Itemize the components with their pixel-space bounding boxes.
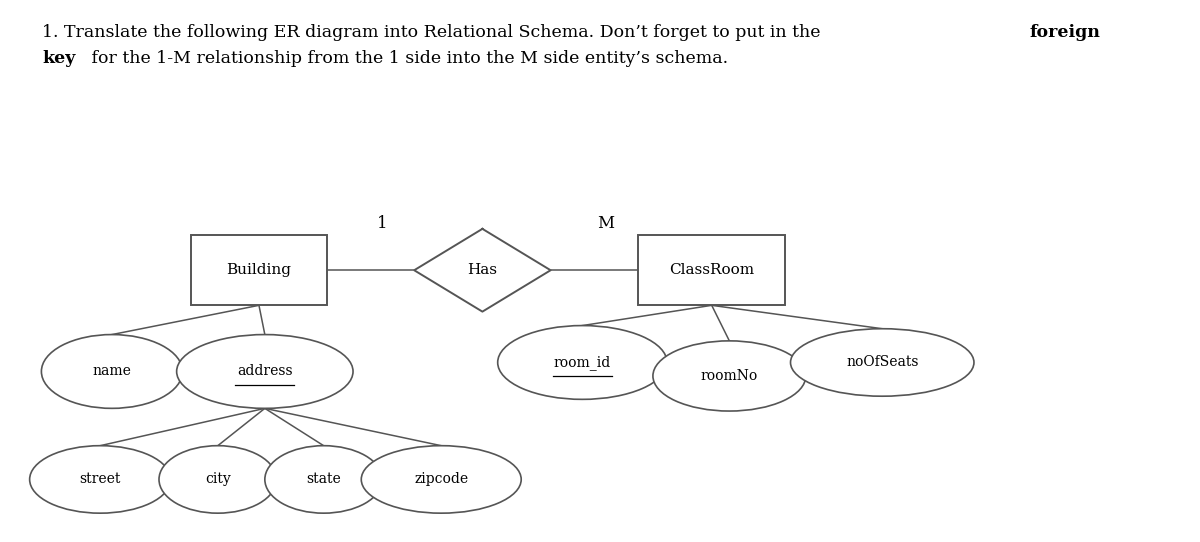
Text: for the 1-M relationship from the 1 side into the M side entity’s schema.: for the 1-M relationship from the 1 side…: [86, 50, 728, 67]
Text: 1: 1: [377, 215, 388, 231]
Ellipse shape: [158, 446, 276, 513]
Text: name: name: [92, 364, 131, 378]
Text: M: M: [598, 215, 614, 231]
Text: ClassRoom: ClassRoom: [670, 263, 755, 278]
Text: foreign: foreign: [1030, 24, 1100, 41]
Ellipse shape: [30, 446, 170, 513]
Text: room_id: room_id: [553, 355, 611, 370]
Text: address: address: [238, 364, 293, 378]
Ellipse shape: [42, 334, 182, 408]
Bar: [638, 235, 785, 305]
Text: state: state: [306, 473, 341, 486]
Text: zipcode: zipcode: [414, 473, 468, 486]
Text: roomNo: roomNo: [701, 369, 758, 383]
Text: street: street: [79, 473, 121, 486]
Bar: [191, 235, 326, 305]
Ellipse shape: [498, 326, 667, 399]
Ellipse shape: [265, 446, 383, 513]
Ellipse shape: [176, 334, 353, 408]
Text: key: key: [42, 50, 76, 67]
Text: city: city: [205, 473, 230, 486]
Ellipse shape: [791, 328, 974, 396]
Text: 1. Translate the following ER diagram into Relational Schema. Don’t forget to pu: 1. Translate the following ER diagram in…: [42, 24, 826, 41]
Ellipse shape: [361, 446, 521, 513]
Ellipse shape: [653, 341, 806, 411]
Polygon shape: [414, 229, 551, 312]
Text: noOfSeats: noOfSeats: [846, 356, 918, 370]
Text: Has: Has: [468, 263, 498, 278]
Text: Building: Building: [227, 263, 292, 278]
